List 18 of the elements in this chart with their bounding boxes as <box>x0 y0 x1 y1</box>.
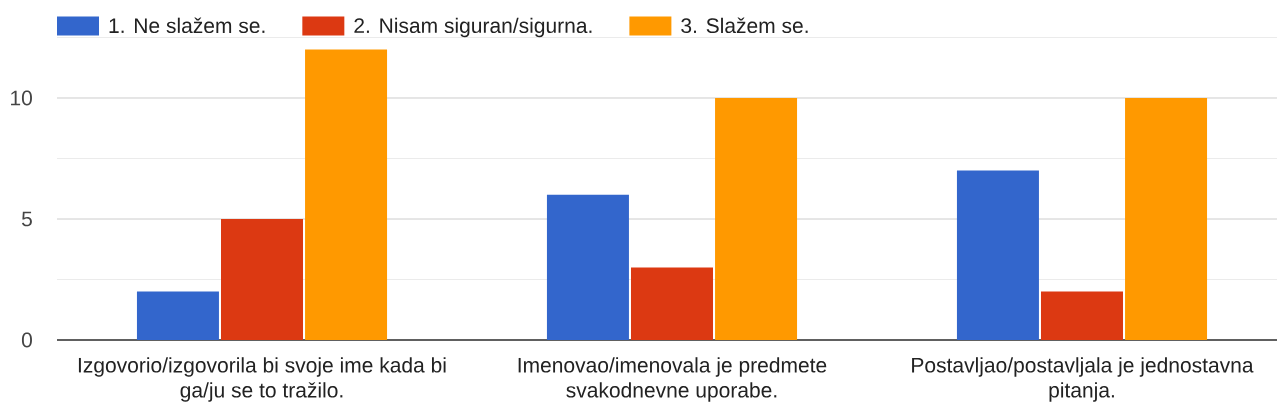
legend-label: 1. Ne slažem se. <box>109 17 265 34</box>
bar <box>136 291 219 340</box>
x-tick-label: Imenovao/imenovala je predmete svakodnevne uporabe. <box>518 357 827 402</box>
bar <box>1125 98 1208 340</box>
bar <box>305 49 388 340</box>
x-tick-label: Izgovorio/izgovorila bi svoje ime kada bi ga/ju se to tražilo. <box>78 357 446 402</box>
y-tick-label: 10 <box>11 90 32 106</box>
bar <box>715 98 798 340</box>
y-tick-label: 5 <box>21 211 32 227</box>
bar <box>1040 291 1123 340</box>
legend-label: 3. Slažem se. <box>681 17 808 34</box>
x-tick-label: Postavljao/postavljala je jednostavna pitanja. <box>912 357 1254 402</box>
bar <box>631 267 713 340</box>
bar <box>221 219 303 340</box>
bar <box>546 194 629 340</box>
legend-label: 2. Nisam siguran/sigurna. <box>354 17 592 38</box>
bar <box>956 170 1039 340</box>
y-tick-label: 0 <box>21 332 32 348</box>
